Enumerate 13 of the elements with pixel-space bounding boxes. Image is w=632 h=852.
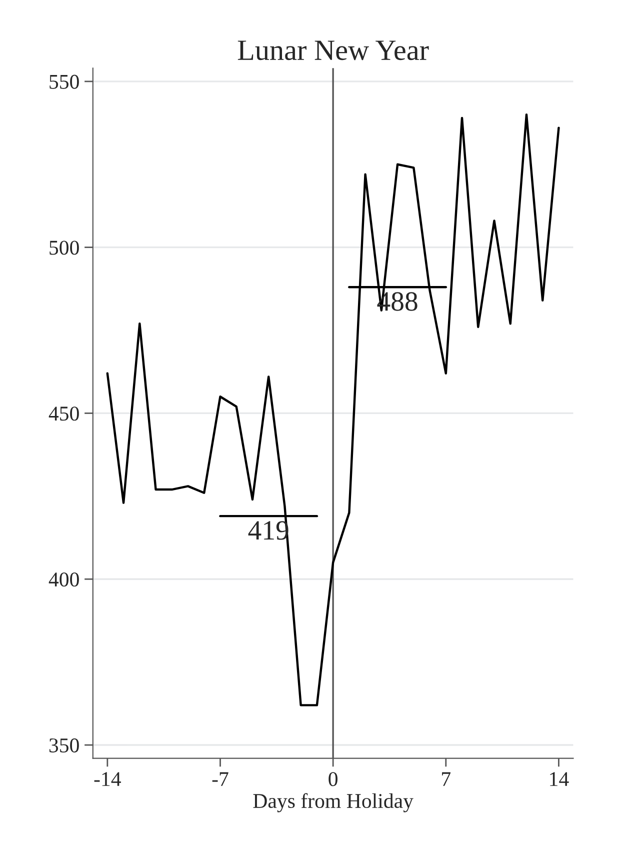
y-tick-label: 450 xyxy=(48,406,79,421)
chart-title: Lunar New Year xyxy=(238,40,429,60)
y-tick-label: 500 xyxy=(50,240,79,255)
x-tick-label: 7 xyxy=(442,772,450,786)
x-tick-label: -14 xyxy=(94,772,121,786)
x-tick-label: 0 xyxy=(328,772,338,786)
y-tick-label: 400 xyxy=(48,572,79,587)
y-tick-label: 550 xyxy=(50,74,79,89)
x-axis-title: Days from Holiday xyxy=(253,793,414,812)
line-series xyxy=(106,114,560,706)
y-tick-label: 350 xyxy=(49,738,79,752)
x-tick-label: -7 xyxy=(212,772,228,786)
x-tick-label: 14 xyxy=(550,772,569,786)
